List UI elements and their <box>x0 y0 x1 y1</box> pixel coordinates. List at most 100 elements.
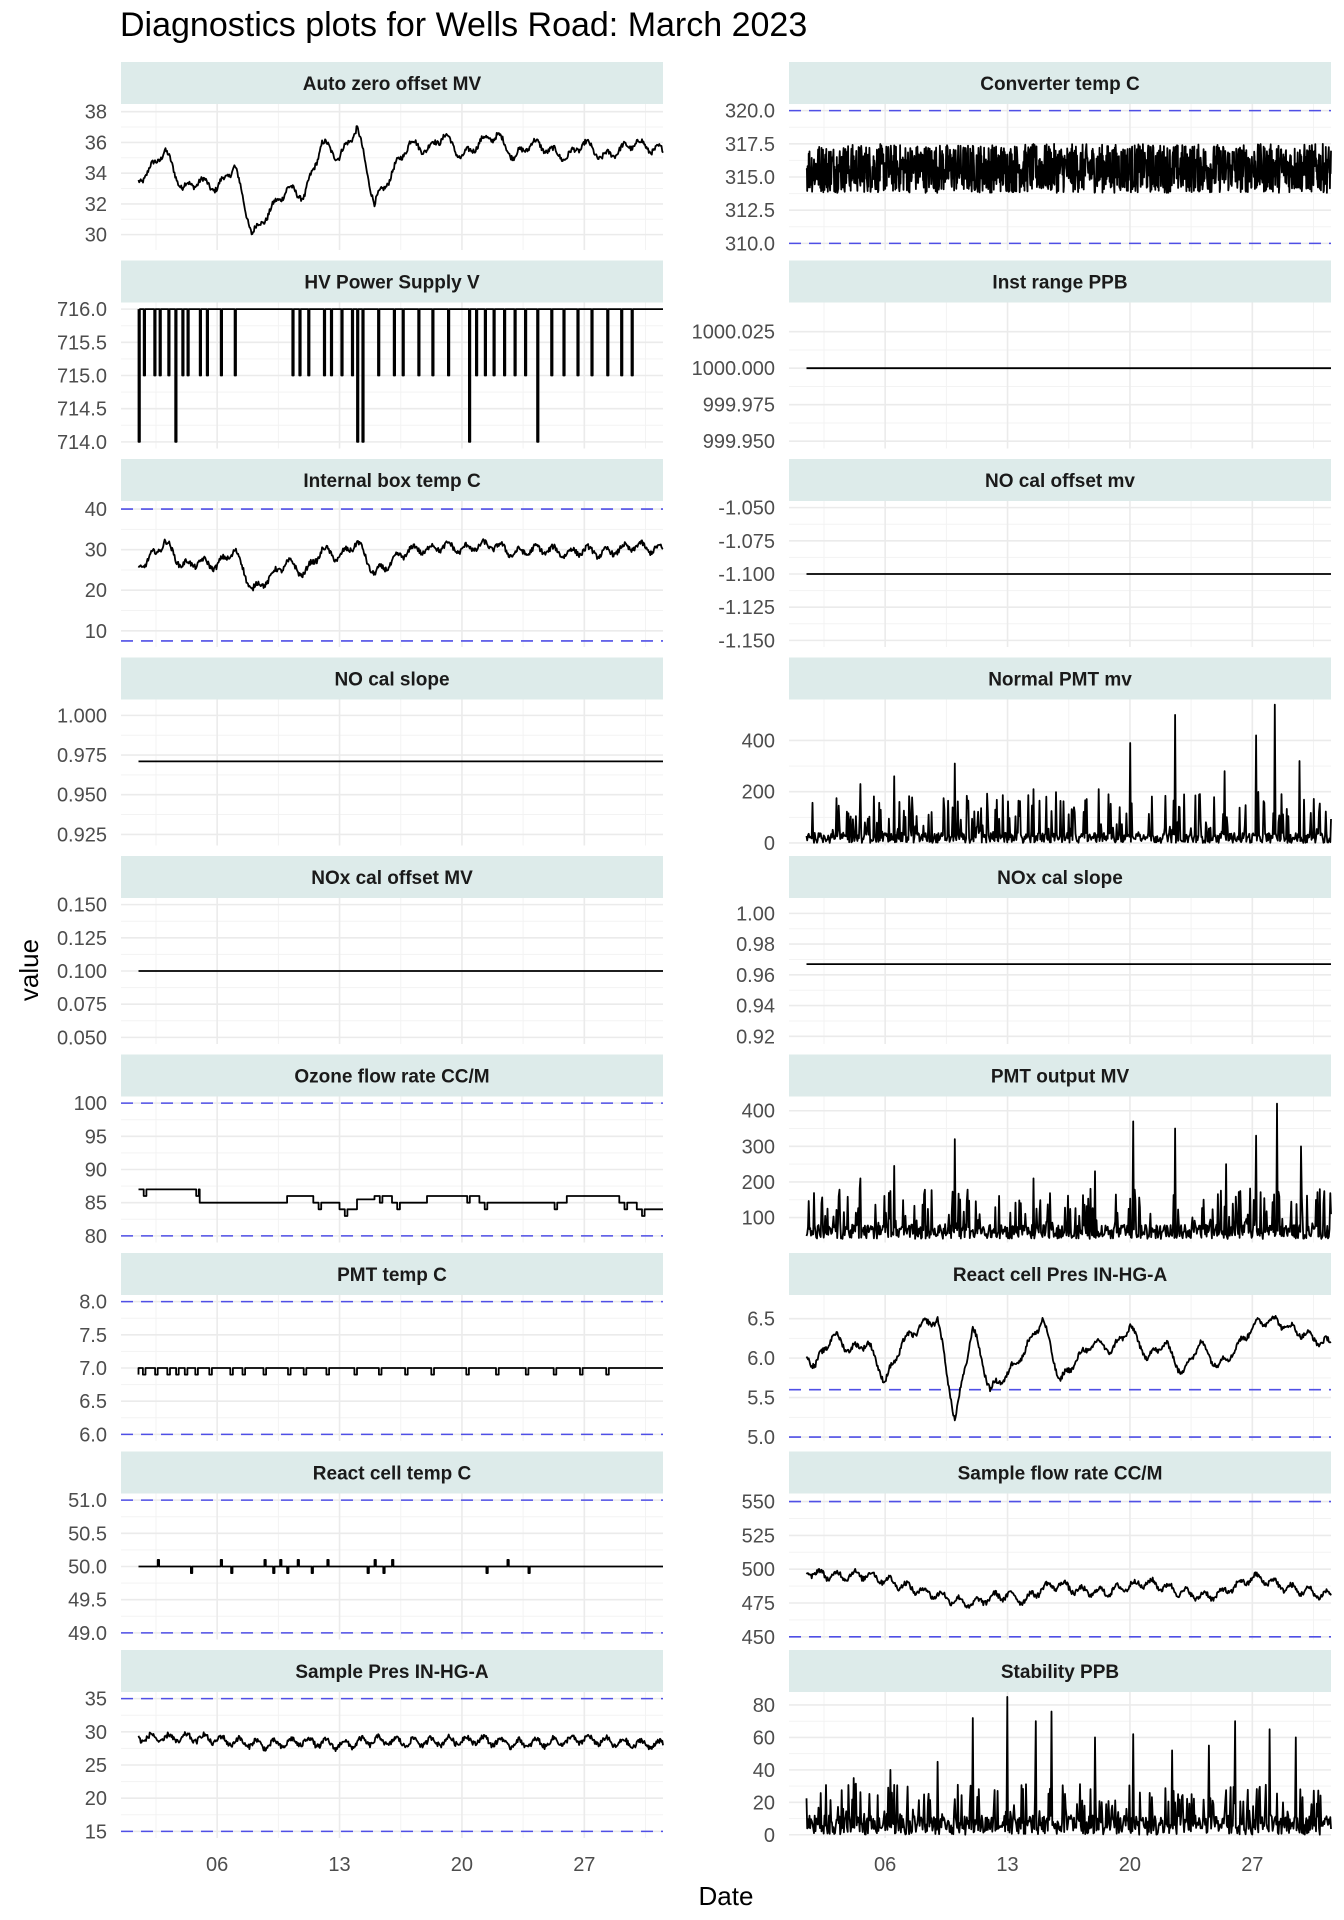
x-tick-label: 27 <box>573 1854 595 1876</box>
facet-strip <box>789 1451 1331 1494</box>
facet-title: Converter temp C <box>980 74 1140 95</box>
y-tick-label: 49.5 <box>68 1590 107 1612</box>
y-tick-label: 500 <box>742 1559 775 1581</box>
y-tick-label: 6.5 <box>747 1309 775 1331</box>
y-tick-label: 8.0 <box>79 1292 107 1314</box>
data-series-line <box>137 538 664 592</box>
y-tick-label: 32 <box>85 194 107 216</box>
y-tick-label: 714.0 <box>57 432 107 454</box>
y-tick-label: 716.0 <box>57 299 107 321</box>
y-tick-label: 0.96 <box>736 965 775 987</box>
y-tick-label: 0 <box>764 833 775 855</box>
y-tick-label: 10 <box>85 621 107 643</box>
y-tick-label: 0 <box>764 1825 775 1847</box>
y-tick-label: 20 <box>753 1792 775 1814</box>
facet-strip <box>121 62 663 104</box>
y-tick-label: 6.5 <box>79 1391 107 1413</box>
y-tick-label: 0.92 <box>736 1026 775 1048</box>
facet-strip <box>121 856 663 898</box>
y-tick-label: 0.075 <box>57 994 107 1016</box>
y-tick-label: 30 <box>85 225 107 247</box>
y-tick-label: 35 <box>85 1689 107 1711</box>
y-tick-label: 525 <box>742 1525 775 1547</box>
data-series-line <box>805 703 1332 844</box>
y-tick-label: 100 <box>742 1208 775 1230</box>
facet-title: Auto zero offset MV <box>303 74 482 95</box>
facet-strip <box>121 1253 663 1295</box>
facet-title: Stability PPB <box>1001 1662 1119 1683</box>
facet-title: NO cal slope <box>334 670 449 691</box>
facet-title: PMT temp C <box>337 1265 447 1286</box>
y-tick-label: 0.950 <box>57 785 107 807</box>
data-series-line <box>137 125 664 236</box>
y-tick-label: 40 <box>753 1760 775 1782</box>
y-tick-label: 15 <box>85 1821 107 1843</box>
y-tick-label: 0.975 <box>57 745 107 767</box>
y-tick-label: 34 <box>85 163 107 185</box>
y-axis-title: value <box>14 939 44 1001</box>
facet-strip <box>789 1054 1331 1097</box>
data-series-line <box>137 308 663 443</box>
data-series-line <box>805 1696 1332 1836</box>
data-series-line <box>805 1315 1332 1422</box>
facet-strip <box>121 459 663 501</box>
y-tick-label: 714.5 <box>57 399 107 421</box>
data-series-line <box>805 142 1332 194</box>
y-tick-label: 20 <box>85 1788 107 1810</box>
y-tick-label: 6.0 <box>747 1348 775 1370</box>
facet-title: Sample flow rate CC/M <box>958 1464 1163 1485</box>
x-tick-label: 06 <box>874 1854 896 1876</box>
facet-title: React cell Pres IN-HG-A <box>953 1265 1168 1286</box>
facet-strip <box>789 1253 1331 1295</box>
y-tick-label: -1.100 <box>718 564 775 586</box>
facet-title: Inst range PPB <box>992 273 1127 294</box>
facet-title: HV Power Supply V <box>304 273 480 294</box>
y-tick-label: 1.00 <box>736 903 775 925</box>
data-series-line <box>138 1559 663 1574</box>
facet-strip <box>121 260 663 303</box>
x-tick-label: 27 <box>1241 1854 1263 1876</box>
y-tick-label: 49.0 <box>68 1623 107 1645</box>
x-tick-label: 06 <box>206 1854 228 1876</box>
y-tick-label: -1.075 <box>718 531 775 553</box>
y-tick-label: 550 <box>742 1492 775 1514</box>
y-tick-label: 90 <box>85 1160 107 1182</box>
facet-strip <box>789 856 1331 898</box>
y-tick-label: 999.975 <box>703 395 775 417</box>
facet-title: PMT output MV <box>991 1067 1130 1088</box>
y-tick-label: 50.5 <box>68 1523 107 1545</box>
y-tick-label: 200 <box>742 782 775 804</box>
y-tick-label: 38 <box>85 102 107 124</box>
y-tick-label: 0.100 <box>57 961 107 983</box>
facet-strip <box>789 459 1331 501</box>
facet-strip <box>789 1650 1331 1692</box>
y-tick-label: 50.0 <box>68 1557 107 1579</box>
x-tick-label: 13 <box>996 1854 1018 1876</box>
y-tick-label: 5.0 <box>747 1427 775 1449</box>
y-tick-label: -1.050 <box>718 498 775 520</box>
y-tick-label: 450 <box>742 1627 775 1649</box>
facet-title: Ozone flow rate CC/M <box>294 1067 489 1088</box>
facet-title: Sample Pres IN-HG-A <box>295 1662 488 1683</box>
y-tick-label: 0.94 <box>736 996 775 1018</box>
y-tick-label: 1.000 <box>57 705 107 727</box>
data-series-line <box>137 1367 663 1376</box>
y-tick-label: 320.0 <box>725 101 775 123</box>
y-tick-label: 312.5 <box>725 200 775 222</box>
y-tick-label: 715.0 <box>57 366 107 388</box>
y-tick-label: 100 <box>74 1093 107 1115</box>
facet-strip <box>121 1451 663 1494</box>
y-tick-label: 95 <box>85 1126 107 1148</box>
y-tick-label: 36 <box>85 132 107 154</box>
y-tick-label: 0.125 <box>57 928 107 950</box>
facet-title: React cell temp C <box>313 1464 472 1485</box>
facet-strip <box>121 657 663 700</box>
y-tick-label: 315.0 <box>725 167 775 189</box>
y-tick-label: 30 <box>85 540 107 562</box>
y-tick-label: 0.050 <box>57 1027 107 1049</box>
y-tick-label: 0.925 <box>57 824 107 846</box>
facet-strip <box>789 260 1331 303</box>
y-tick-label: 999.950 <box>703 431 775 453</box>
y-tick-label: 300 <box>742 1136 775 1158</box>
